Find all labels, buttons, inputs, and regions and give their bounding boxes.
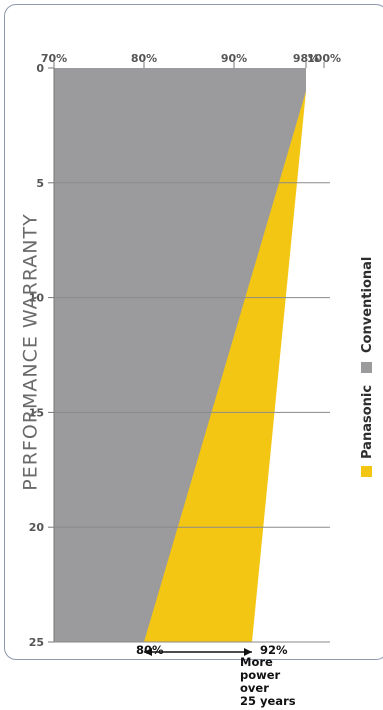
x-tick-label-group: 20 (29, 521, 45, 534)
annotation-note-line-group: 25 years (240, 694, 296, 708)
y-tick-label-group: 90% (221, 52, 247, 65)
annotation-note-line-group: over (240, 681, 269, 695)
y-tick-label: 90% (221, 52, 247, 65)
y-tick-label: 98% (293, 52, 319, 65)
annotation-note-line: power (240, 668, 281, 682)
annotation-bottom-value: 80% (136, 643, 164, 657)
annotation-note-line-group: power (240, 668, 281, 682)
legend-swatch-panasonic (361, 466, 372, 477)
x-tick-label-group: 0 (36, 62, 44, 75)
y-tick-label-group: 70% (41, 52, 67, 65)
chart-title: PERFORMANCE WARRANTY (20, 213, 42, 490)
annotation-note-line-group: More (240, 655, 273, 669)
y-tick-label-group: 98% (293, 52, 319, 65)
arrowhead-top (244, 648, 252, 656)
x-tick-label: 20 (29, 521, 45, 534)
legend-swatch-conventional (361, 362, 372, 373)
x-tick-label: 0 (36, 62, 44, 75)
legend-label-conventional: Conventional (360, 257, 375, 353)
annotation-top-value-group: 92% (260, 643, 288, 657)
annotation-bottom-value-group: 80% (136, 643, 164, 657)
x-tick-label-group: 15 (29, 406, 44, 419)
chart-frame (4, 4, 383, 660)
x-tick-label-group: 25 (29, 636, 44, 649)
x-tick-label: 10 (29, 292, 45, 305)
y-tick-label-group: 80% (131, 52, 157, 65)
legend: Panasonic Conventional (360, 257, 375, 477)
x-tick-label-group: 5 (36, 177, 44, 190)
series-area-conventional (54, 68, 306, 642)
y-tick-label: 70% (41, 52, 67, 65)
annotation-note-line: over (240, 681, 269, 695)
x-tick-label-group: 10 (29, 292, 45, 305)
legend-label-panasonic: Panasonic (360, 385, 375, 459)
arrowhead-bottom (144, 648, 152, 656)
x-tick-label: 15 (29, 406, 44, 419)
x-tick-label: 5 (36, 177, 44, 190)
y-tick-label-group: 100% (307, 52, 341, 65)
y-tick-label: 80% (131, 52, 157, 65)
annotation-note-line: 25 years (240, 694, 296, 708)
y-tick-label: 100% (307, 52, 341, 65)
annotation-top-value: 92% (260, 643, 288, 657)
annotation-note-line: More (240, 655, 273, 669)
x-tick-label: 25 (29, 636, 44, 649)
